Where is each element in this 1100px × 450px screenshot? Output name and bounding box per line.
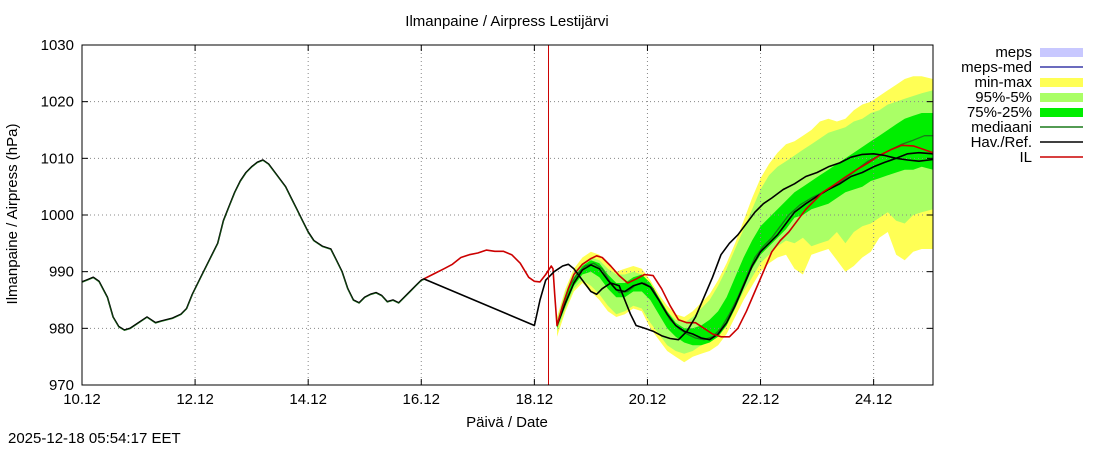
legend-label: 75%-25%: [967, 104, 1032, 121]
x-tick-label: 12.12: [176, 391, 214, 408]
x-tick-label: 22.12: [742, 391, 780, 408]
y-tick-label: 1030: [41, 37, 74, 54]
legend-swatch: [1040, 108, 1083, 117]
legend-label: IL: [1019, 149, 1032, 166]
axes: 970 980 990 1000 1010 1020 1030 10.12 12.12 14.12…: [41, 37, 933, 408]
x-tick-label: 20.12: [629, 391, 667, 408]
y-tick-label: 980: [49, 320, 74, 337]
x-tick-label: 18.12: [516, 391, 554, 408]
x-tick-label: 10.12: [63, 391, 101, 408]
grid: [82, 45, 933, 385]
y-tick-label: 990: [49, 264, 74, 281]
legend-label: min-max: [974, 74, 1032, 91]
y-tick-label: 970: [49, 377, 74, 394]
legend-label: meps: [995, 44, 1032, 61]
history-median-overlay: [81, 160, 425, 332]
legend-label: mediaani: [971, 119, 1032, 136]
legend: mepsmeps-medmin-max95%-5%75%-25%mediaani…: [961, 44, 1083, 166]
x-axis-label: Päivä / Date: [466, 414, 548, 431]
series-lines: [81, 135, 934, 341]
legend-swatch: [1040, 93, 1083, 102]
x-tick-label: 14.12: [289, 391, 327, 408]
y-tick-label: 1010: [41, 150, 74, 167]
x-tick-label: 16.12: [402, 391, 440, 408]
x-tick-label: 24.12: [855, 391, 893, 408]
legend-label: 95%-5%: [975, 89, 1032, 106]
legend-swatch: [1040, 78, 1083, 87]
y-tick-label: 1000: [41, 207, 74, 224]
timestamp: 2025-12-18 05:54:17 EET: [8, 430, 181, 447]
series-line-hav-ref-ens-: [556, 151, 934, 341]
legend-label: meps-med: [961, 59, 1032, 76]
legend-swatch: [1040, 48, 1083, 57]
series-line-il: [420, 144, 934, 338]
chart-title: Ilmanpaine / Airpress Lestijärvi: [405, 13, 608, 30]
y-tick-label: 1020: [41, 94, 74, 111]
y-axis-label: Ilmanpaine / Airpress (hPa): [4, 124, 21, 305]
legend-label: Hav./Ref.: [971, 134, 1032, 151]
